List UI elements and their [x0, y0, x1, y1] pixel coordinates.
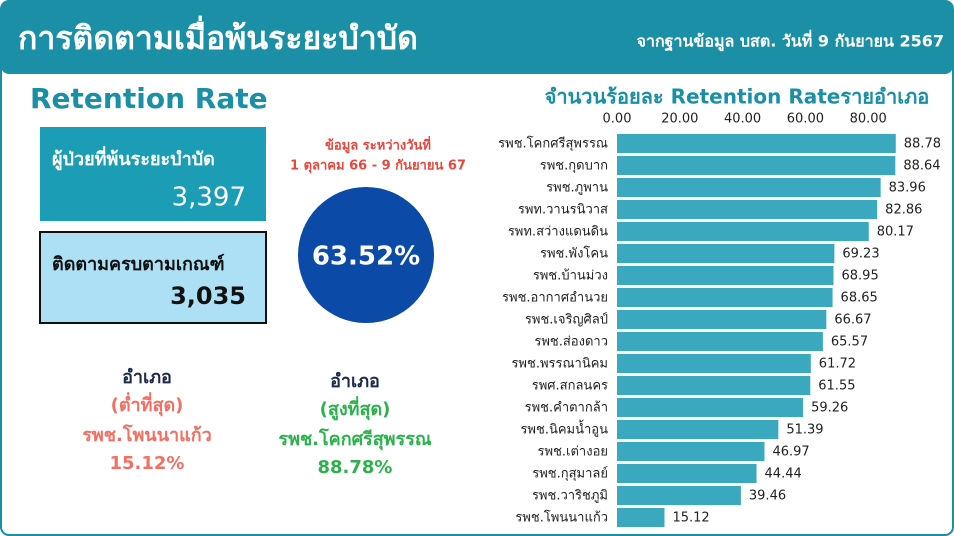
- header-source: จากฐานข้อมูล บสต. วันที่ 9 กันยายน 2567: [637, 30, 944, 53]
- category-label: รพช.โคกศรีสุพรรณ: [498, 136, 608, 152]
- value-label: 15.12: [672, 511, 709, 526]
- value-label: 65.57: [831, 335, 868, 350]
- chart-title: จำนวนร้อยละ Retention Rateรายอำเภอ: [545, 85, 930, 109]
- followed-value: 3,035: [170, 282, 246, 310]
- category-label: รพศ.สกลนคร: [532, 379, 608, 394]
- bar: [617, 266, 834, 285]
- value-label: 88.64: [903, 159, 940, 174]
- section-title: Retention Rate: [30, 82, 268, 115]
- followed-label: ติดตามครบตามเกณฑ์: [52, 253, 225, 275]
- value-label: 83.96: [889, 181, 926, 196]
- period-line: ข้อมูล ระหว่างวันที่: [325, 136, 431, 154]
- lowest-label: อำเภอ: [122, 367, 172, 388]
- x-tick-label: 80.00: [850, 112, 887, 127]
- category-label: รพช.ภูพาน: [546, 181, 608, 196]
- x-tick-label: 0.00: [603, 112, 632, 127]
- value-label: 39.46: [749, 489, 786, 504]
- lowest-tag: (ต่ำที่สุด): [111, 392, 184, 417]
- value-label: 69.23: [842, 247, 879, 262]
- category-label: รพช.วาริชภูมิ: [532, 489, 608, 504]
- category-label: รพท.สว่างแดนดิน: [508, 225, 608, 240]
- rate-value: 63.52%: [312, 242, 420, 272]
- category-label: รพช.เจริญศิลป์: [525, 312, 608, 328]
- discharged-label: ผู้ป่วยที่พ้นระยะบำบัด: [52, 146, 215, 171]
- value-label: 66.67: [834, 313, 871, 328]
- highest-label: อำเภอ: [330, 371, 380, 392]
- category-label: รพช.อากาศอำนวย: [502, 291, 608, 306]
- category-label: รพช.เต่างอย: [538, 445, 608, 460]
- bar: [617, 508, 665, 527]
- x-tick-label: 60.00: [787, 112, 824, 127]
- lowest-name: รพช.โพนนาแก้ว: [82, 424, 211, 446]
- rate-circle: [298, 187, 434, 323]
- bar: [617, 420, 779, 439]
- bar: [617, 310, 827, 329]
- value-label: 82.86: [885, 203, 922, 218]
- value-label: 61.72: [819, 357, 856, 372]
- bar: [617, 200, 878, 219]
- x-tick-label: 20.00: [661, 112, 698, 127]
- category-label: รพช.คำตากล้า: [525, 401, 608, 416]
- bar: [617, 222, 869, 241]
- value-label: 61.55: [818, 379, 855, 394]
- value-label: 46.97: [772, 445, 809, 460]
- bar: [617, 134, 896, 153]
- bar: [617, 398, 804, 417]
- discharged-value: 3,397: [172, 183, 246, 213]
- period-line: 1 ตุลาคม 66 - 9 กันยายน 67: [290, 159, 466, 174]
- value-label: 88.78: [904, 137, 941, 152]
- value-label: 80.17: [877, 225, 914, 240]
- value-label: 59.26: [811, 401, 848, 416]
- category-label: รพช.พังโคน: [540, 246, 608, 262]
- bar: [617, 442, 765, 461]
- bar: [617, 464, 757, 483]
- bar: [617, 244, 835, 263]
- category-label: รพช.โพนนาแก้ว: [515, 510, 608, 526]
- x-tick-label: 40.00: [724, 112, 761, 127]
- category-label: รพช.ส่องดาว: [534, 335, 608, 350]
- bar: [617, 156, 896, 175]
- value-label: 44.44: [765, 467, 802, 482]
- bar: [617, 376, 811, 395]
- value-label: 68.95: [842, 269, 879, 284]
- lowest-value: 15.12%: [110, 453, 185, 474]
- bar: [617, 354, 811, 373]
- category-label: รพช.นิคมน้ำอูน: [520, 420, 608, 438]
- bar: [617, 178, 881, 197]
- category-label: รพช.บ้านม่วง: [533, 269, 608, 284]
- highest-value: 88.78%: [318, 457, 393, 478]
- value-label: 51.39: [786, 423, 823, 438]
- value-label: 68.65: [841, 291, 878, 306]
- bar: [617, 288, 833, 307]
- highest-name: รพช.โคกศรีสุพรรณ: [278, 428, 431, 451]
- category-label: รพช.กุสุมาลย์: [532, 466, 608, 482]
- followed-box: [39, 231, 267, 324]
- header-bar: [1, 1, 953, 74]
- highest-tag: (สูงที่สุด): [320, 396, 391, 421]
- discharged-box: [40, 127, 266, 221]
- category-label: รพท.วานรนิวาส: [518, 203, 608, 218]
- bar: [617, 332, 823, 351]
- header-title: การติดตามเมื่อพ้นระยะบำบัด: [18, 15, 418, 57]
- category-label: รพช.พรรณานิคม: [511, 357, 608, 372]
- bar: [617, 486, 741, 505]
- category-label: รพช.กุดบาก: [540, 159, 608, 174]
